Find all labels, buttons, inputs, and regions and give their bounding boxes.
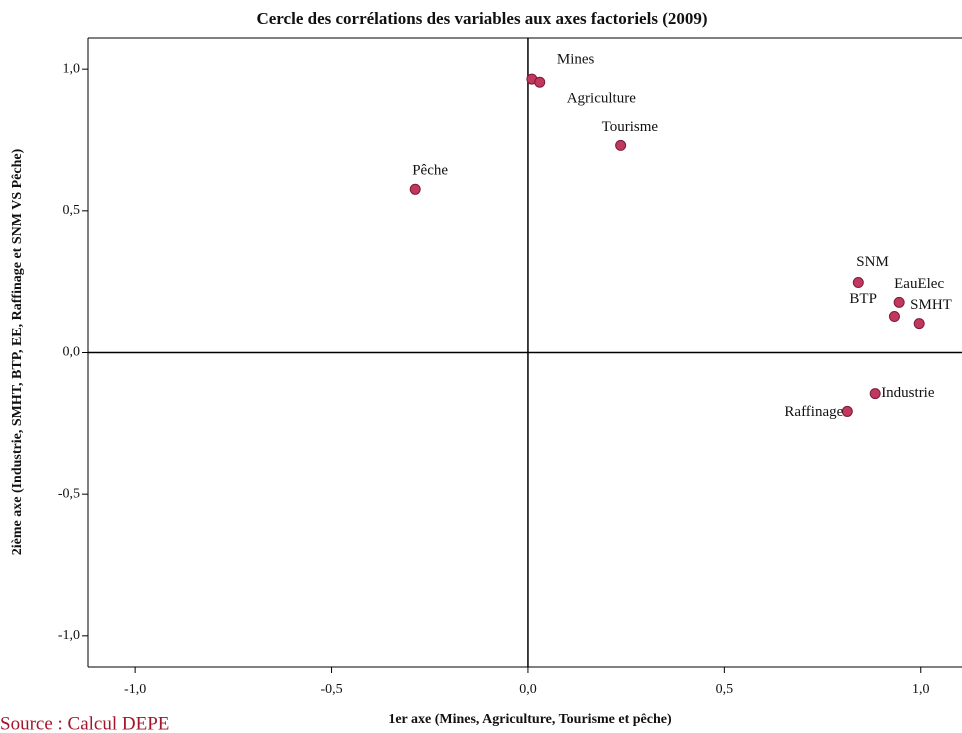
point-label: BTP: [849, 291, 877, 307]
point: [893, 296, 905, 308]
y-tick-label: -0,5: [58, 486, 80, 501]
chart-title: Cercle des corrélations des variables au…: [256, 9, 707, 28]
x-tick-label: 0,0: [519, 682, 537, 697]
point-label: Agriculture: [567, 91, 636, 107]
point: [888, 311, 900, 323]
point-label: EauElec: [894, 276, 944, 292]
x-tick-label: 0,5: [716, 682, 734, 697]
point-label: Mines: [557, 52, 595, 68]
point-label: Raffinage: [784, 404, 843, 420]
y-tick-label: -1,0: [58, 628, 80, 643]
point: [841, 405, 853, 417]
x-axis-label: 1er axe (Mines, Agriculture, Tourisme et…: [388, 712, 672, 727]
point-label: Pêche: [412, 163, 448, 179]
point: [615, 139, 627, 151]
point: [409, 183, 421, 195]
x-tick-label: -1,0: [124, 682, 146, 697]
point-label: SMHT: [910, 297, 952, 313]
y-tick-label: 0,5: [63, 203, 81, 218]
y-tick-label: 1,0: [63, 61, 81, 76]
y-tick-label: 0,0: [63, 345, 81, 360]
point-label: SNM: [856, 254, 889, 270]
x-tick-label: 1,0: [912, 682, 930, 697]
point: [534, 76, 546, 88]
source-note: Source : Calcul DEPE: [0, 713, 169, 733]
point: [869, 388, 881, 400]
point-label: Tourisme: [602, 119, 659, 135]
point: [913, 318, 925, 330]
x-tick-label: -0,5: [320, 682, 342, 697]
point-label: Industrie: [881, 385, 935, 401]
y-axis-label: 2ième axe (Industrie, SMHT, BTP, EE, Raf…: [10, 148, 25, 555]
point: [852, 277, 864, 289]
